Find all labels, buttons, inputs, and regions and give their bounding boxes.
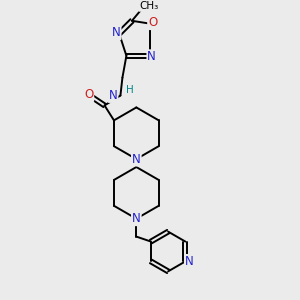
Text: N: N (147, 50, 156, 63)
Text: N: N (112, 26, 121, 39)
Text: O: O (84, 88, 93, 101)
Text: N: N (109, 89, 118, 102)
Text: N: N (132, 153, 141, 166)
Text: H: H (125, 85, 133, 94)
Text: CH₃: CH₃ (139, 1, 158, 11)
Text: N: N (185, 255, 194, 268)
Text: N: N (132, 212, 141, 225)
Text: O: O (148, 16, 158, 29)
